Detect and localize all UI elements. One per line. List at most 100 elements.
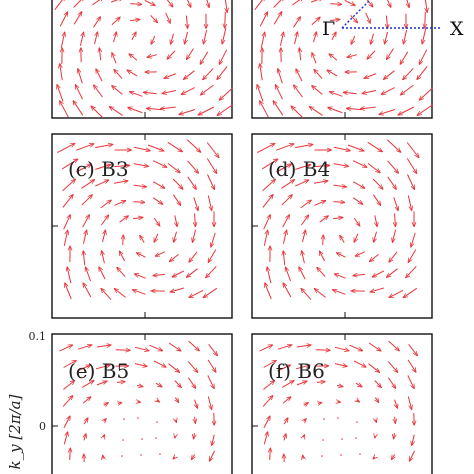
field-arrow	[175, 215, 177, 226]
field-arrow	[343, 92, 357, 93]
field-arrow	[364, 73, 377, 79]
field-arrow	[208, 343, 218, 355]
field-arrow	[425, 0, 427, 12]
field-arrow	[114, 289, 126, 298]
field-arrow	[209, 450, 216, 461]
field-arrow	[154, 233, 159, 242]
field-arrow	[133, 217, 143, 218]
field-arrow	[63, 432, 67, 445]
field-arrow	[400, 51, 409, 64]
field-arrow	[203, 29, 208, 44]
field-dot	[341, 438, 343, 440]
field-arrow	[336, 385, 343, 386]
field-arrow	[152, 181, 165, 189]
field-arrow	[207, 375, 214, 389]
field-arrow	[103, 455, 104, 459]
field-arrow	[186, 15, 187, 29]
y-tick-0.1: 0.1	[29, 330, 47, 343]
field-arrow	[67, 267, 72, 284]
field-arrow	[394, 433, 395, 439]
field-arrow	[174, 380, 182, 388]
field-arrow	[362, 90, 377, 94]
field-arrow	[129, 54, 138, 61]
field-arrow	[172, 194, 180, 206]
field-arrow	[133, 290, 146, 295]
field-arrow	[140, 235, 145, 243]
field-arrow	[353, 274, 366, 275]
field-arrow	[76, 164, 91, 173]
field-arrow	[118, 403, 122, 404]
field-arrow	[292, 0, 303, 6]
panel-c: (c) B3	[51, 133, 233, 319]
panel-e-label: (e) B5	[68, 359, 129, 383]
field-arrow	[295, 365, 310, 370]
field-arrow	[408, 343, 418, 355]
field-arrow	[256, 143, 275, 154]
panel-a-frame	[51, 0, 233, 119]
field-arrow	[329, 54, 338, 61]
field-arrow	[368, 363, 380, 373]
field-arrow	[62, 396, 73, 407]
field-arrow	[96, 345, 111, 347]
field-dot	[359, 453, 361, 455]
field-arrow	[263, 230, 267, 246]
field-arrow	[153, 360, 166, 367]
field-arrow	[409, 450, 416, 461]
field-arrow	[147, 144, 164, 151]
field-arrow	[96, 381, 107, 386]
field-arrow	[317, 267, 326, 277]
panel-e-frame	[51, 333, 233, 474]
field-arrow	[203, 67, 214, 79]
field-arrow	[333, 290, 346, 295]
field-arrow	[128, 107, 143, 114]
field-arrow	[392, 229, 397, 243]
field-arrow	[387, 361, 397, 373]
field-arrow	[312, 86, 323, 95]
field-arrow	[152, 160, 167, 168]
field-arrow	[60, 32, 64, 48]
field-arrow	[386, 15, 387, 29]
field-arrow	[181, 87, 195, 95]
field-arrow	[373, 457, 375, 459]
field-arrow	[187, 268, 198, 278]
field-arrow	[151, 35, 156, 44]
field-arrow	[314, 289, 326, 298]
field-dot	[121, 455, 123, 457]
field-arrow	[333, 202, 344, 203]
field-arrow	[277, 345, 292, 350]
field-arrow	[263, 381, 274, 390]
field-arrow	[403, 29, 408, 44]
field-arrow	[165, 12, 171, 23]
field-arrow	[82, 230, 86, 244]
field-arrow	[83, 283, 92, 298]
field-arrow	[254, 0, 265, 11]
field-arrow	[162, 90, 177, 94]
field-arrow	[172, 178, 183, 189]
field-arrow	[333, 185, 347, 187]
field-arrow	[407, 396, 411, 410]
field-arrow	[170, 287, 184, 292]
field-arrow	[395, 416, 396, 424]
field-arrow	[314, 181, 328, 183]
field-arrow	[262, 179, 276, 192]
field-dot	[321, 455, 323, 457]
field-arrow	[296, 381, 307, 386]
field-arrow	[104, 419, 106, 422]
field-arrow	[96, 69, 103, 82]
field-arrow	[357, 400, 360, 402]
field-arrow	[299, 48, 300, 61]
field-dot	[141, 438, 143, 440]
field-arrow	[370, 254, 379, 261]
field-arrow	[86, 267, 91, 282]
field-arrow	[149, 344, 162, 351]
field-arrow	[185, 0, 191, 7]
field-arrow	[330, 92, 343, 97]
field-arrow	[112, 86, 123, 95]
x-point-label: X	[450, 18, 464, 40]
field-arrow	[111, 17, 120, 26]
field-arrow	[73, 101, 84, 116]
field-arrow	[206, 265, 217, 277]
field-arrow	[102, 251, 105, 264]
field-arrow	[207, 195, 211, 211]
field-arrow	[137, 253, 146, 258]
